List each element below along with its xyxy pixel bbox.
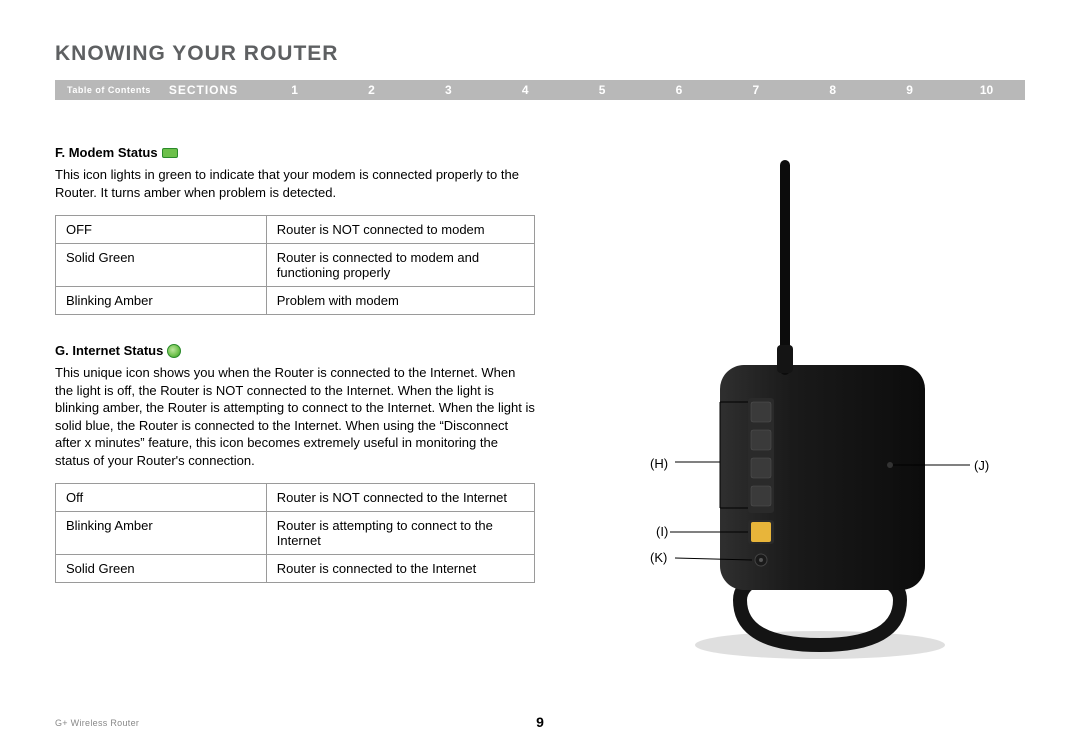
- table-cell: Router is connected to modem and functio…: [266, 244, 534, 287]
- nav-section-5[interactable]: 5: [564, 83, 641, 97]
- callout-i: (I): [656, 524, 668, 539]
- callout-h: (H): [650, 456, 668, 471]
- section-nav-bar: Table of Contents SECTIONS 1 2 3 4 5 6 7…: [55, 80, 1025, 100]
- modem-status-icon: [162, 148, 178, 158]
- nav-section-9[interactable]: 9: [871, 83, 948, 97]
- page-number: 9: [536, 714, 544, 730]
- callout-j: (J): [974, 458, 989, 473]
- table-cell: OFF: [56, 216, 267, 244]
- internet-status-icon: [167, 344, 181, 358]
- table-cell: Solid Green: [56, 244, 267, 287]
- nav-toc-link[interactable]: Table of Contents: [55, 85, 163, 95]
- nav-section-7[interactable]: 7: [717, 83, 794, 97]
- nav-section-8[interactable]: 8: [794, 83, 871, 97]
- table-cell: Problem with modem: [266, 287, 534, 315]
- nav-sections-label: SECTIONS: [163, 83, 256, 97]
- section-f-heading-text: F. Modem Status: [55, 145, 158, 160]
- table-cell: Router is NOT connected to modem: [266, 216, 534, 244]
- router-diagram: (H) (I) (K) (J): [620, 140, 1000, 670]
- table-row: Solid Green Router is connected to the I…: [56, 555, 535, 583]
- modem-status-table: OFF Router is NOT connected to modem Sol…: [55, 215, 535, 315]
- callout-k: (K): [650, 550, 667, 565]
- nav-section-6[interactable]: 6: [641, 83, 718, 97]
- table-cell: Blinking Amber: [56, 512, 267, 555]
- nav-section-10[interactable]: 10: [948, 83, 1025, 97]
- section-f-heading: F. Modem Status: [55, 145, 535, 160]
- section-g-heading-text: G. Internet Status: [55, 343, 163, 358]
- footer-product-name: G+ Wireless Router: [55, 718, 139, 728]
- section-g-heading: G. Internet Status: [55, 343, 535, 358]
- table-cell: Solid Green: [56, 555, 267, 583]
- nav-section-2[interactable]: 2: [333, 83, 410, 97]
- table-cell: Router is NOT connected to the Internet: [266, 484, 534, 512]
- section-f-body: This icon lights in green to indicate th…: [55, 166, 535, 201]
- internet-status-table: Off Router is NOT connected to the Inter…: [55, 483, 535, 583]
- router-svg: [620, 140, 1000, 670]
- table-row: OFF Router is NOT connected to modem: [56, 216, 535, 244]
- table-cell: Router is attempting to connect to the I…: [266, 512, 534, 555]
- table-row: Blinking Amber Router is attempting to c…: [56, 512, 535, 555]
- table-row: Off Router is NOT connected to the Inter…: [56, 484, 535, 512]
- page-title: KNOWING YOUR ROUTER: [55, 42, 338, 66]
- nav-section-1[interactable]: 1: [256, 83, 333, 97]
- nav-section-4[interactable]: 4: [487, 83, 564, 97]
- table-cell: Router is connected to the Internet: [266, 555, 534, 583]
- section-g-body: This unique icon shows you when the Rout…: [55, 364, 535, 469]
- nav-section-3[interactable]: 3: [410, 83, 487, 97]
- table-row: Blinking Amber Problem with modem: [56, 287, 535, 315]
- table-cell: Blinking Amber: [56, 287, 267, 315]
- left-column: F. Modem Status This icon lights in gree…: [55, 145, 535, 583]
- table-row: Solid Green Router is connected to modem…: [56, 244, 535, 287]
- table-cell: Off: [56, 484, 267, 512]
